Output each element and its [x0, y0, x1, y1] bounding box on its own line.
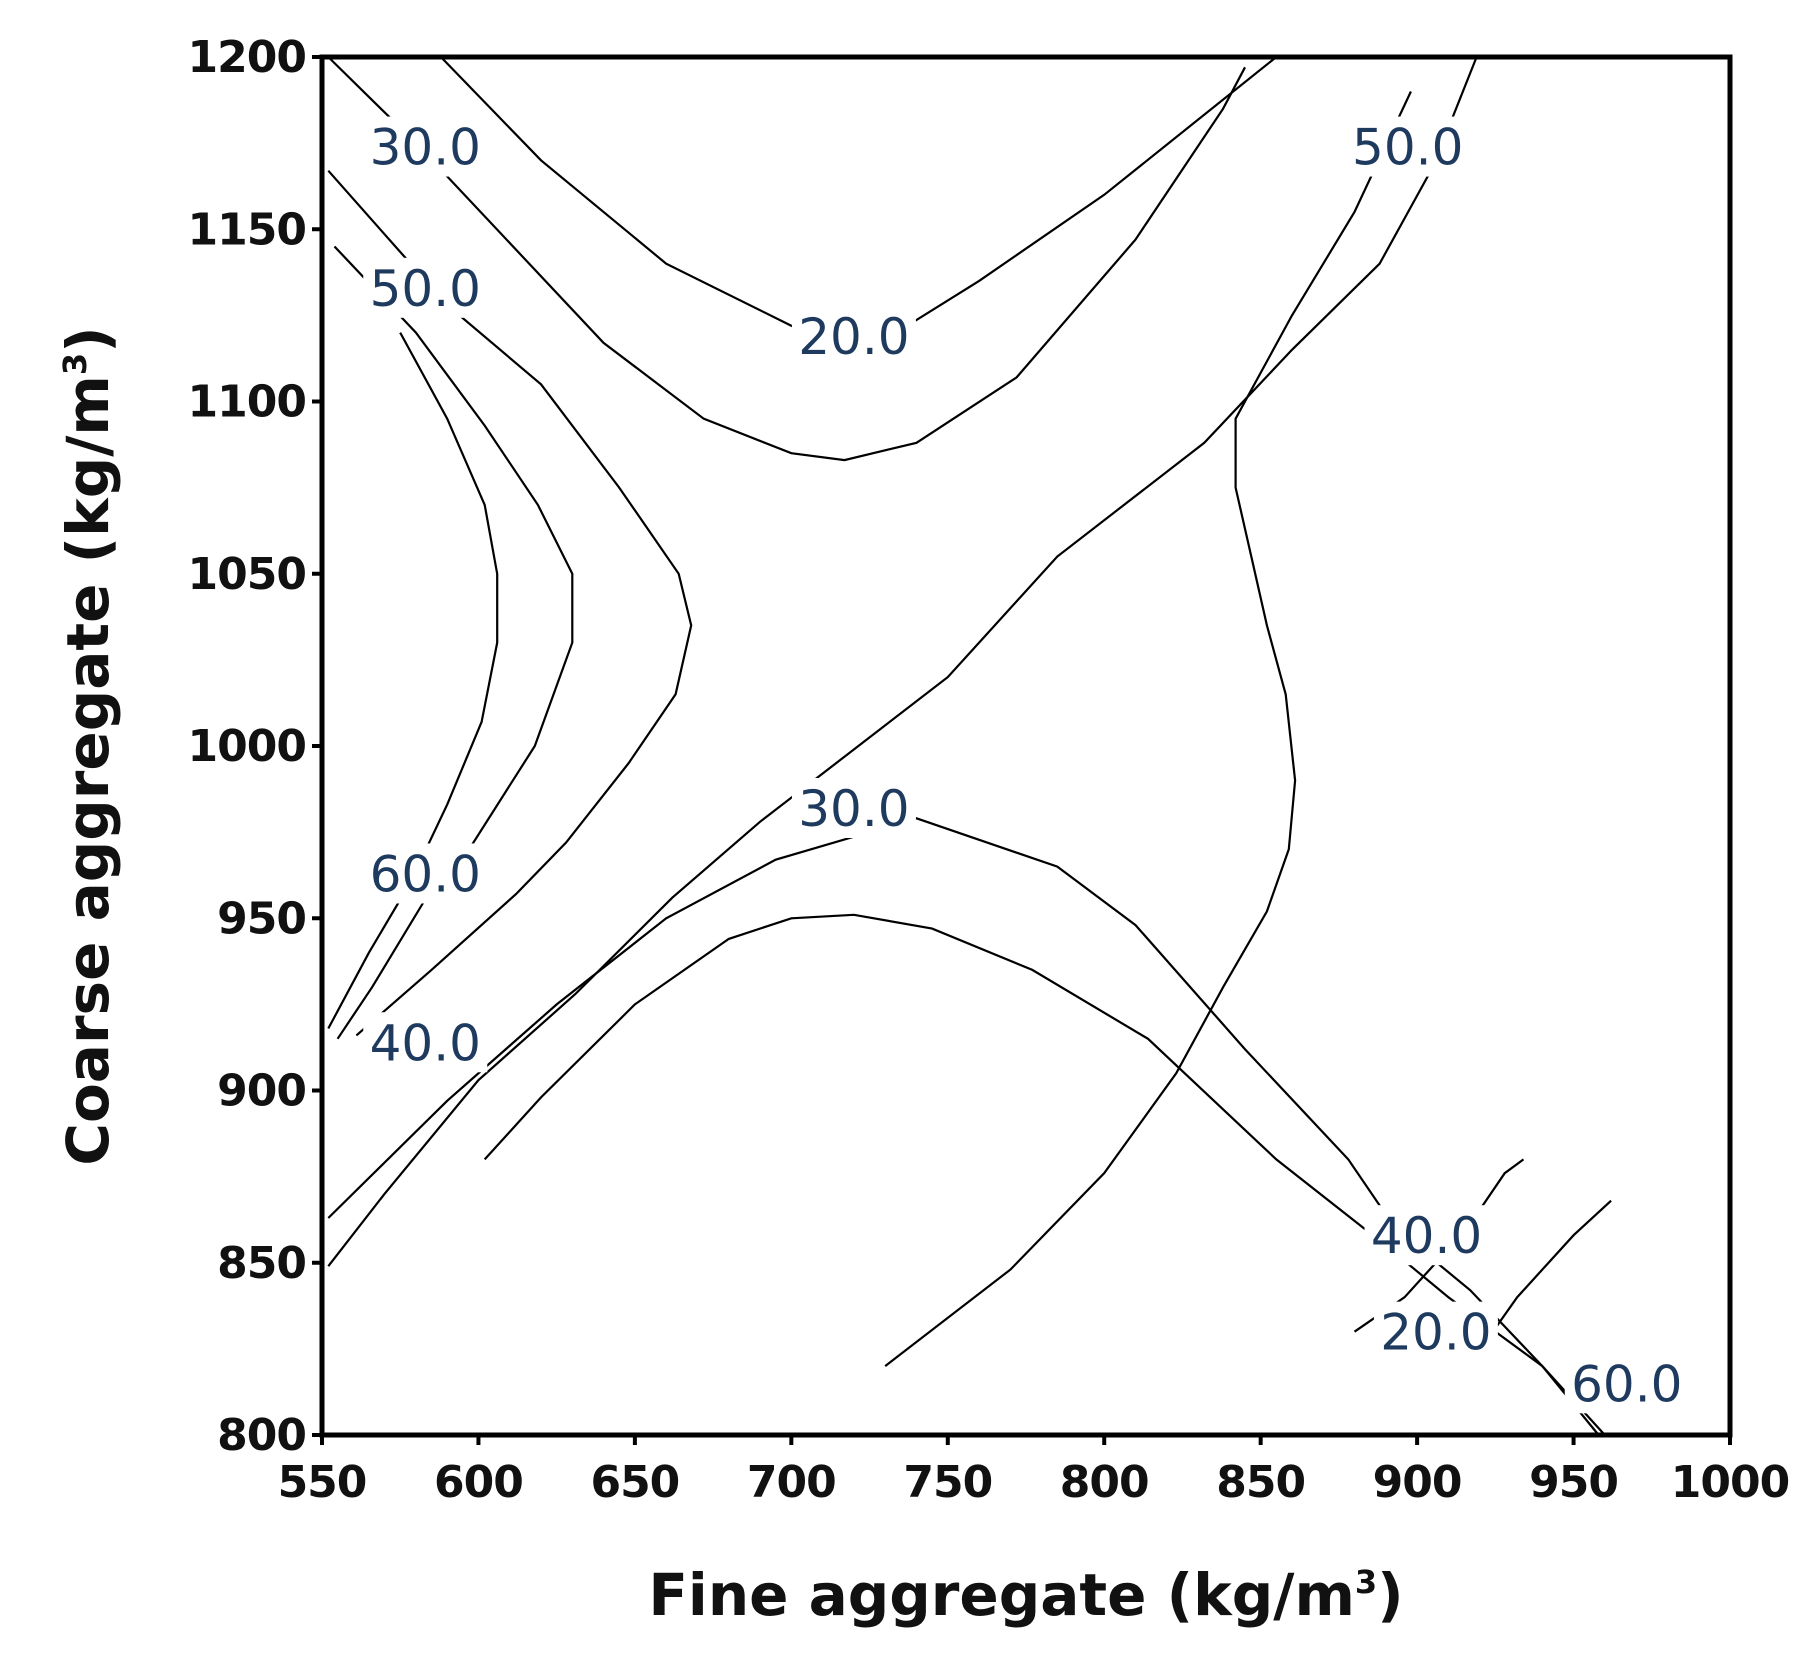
y-tick-label-1200: 1200: [188, 32, 306, 83]
x-tick-label-900: 900: [1373, 1457, 1462, 1508]
y-tick-label-900: 900: [217, 1066, 306, 1117]
contour-line-40-0-6: [327, 817, 1600, 1436]
contour-label-bg-3: [1345, 116, 1470, 177]
contour-label-bg-7: [1364, 1205, 1489, 1266]
contour-line-40-0-8: [884, 91, 1412, 1367]
contour-label-2: 20.0: [798, 308, 909, 366]
contour-line-60-0-7: [327, 56, 1478, 1267]
contour-line-30-0-5: [483, 913, 1606, 1436]
x-tick-label-850: 850: [1216, 1457, 1305, 1508]
x-axis-title: Fine aggregate (kg/m3): [648, 1561, 1403, 1629]
x-axis: 550 600 650 700 750 800 850 900 950 1000: [278, 1435, 1790, 1508]
contour-label-6: 40.0: [370, 1014, 481, 1072]
y-tick-label-1150: 1150: [188, 204, 306, 255]
y-tick-label-1050: 1050: [188, 549, 306, 600]
contour-label-bg-5: [363, 843, 488, 904]
contour-line-50-0-2: [327, 169, 693, 1037]
x-tick-label-600: 600: [434, 1457, 523, 1508]
contour-labels-group: 30.0 50.0 20.0 50.0 30.0 60.0 40.0 40.0 20.0 60.0: [363, 116, 1689, 1414]
contour-label-bg-2: [791, 306, 916, 367]
contour-label-bg-8: [1373, 1301, 1498, 1362]
y-tick-label-850: 850: [217, 1238, 306, 1289]
y-tick-label-1000: 1000: [188, 721, 306, 772]
contour-line-70-0-4: [327, 332, 499, 1030]
contour-label-bg-6: [363, 1012, 488, 1073]
contour-line-30-0-1: [327, 56, 1246, 462]
contour-label-bg-1: [363, 257, 488, 318]
y-axis-title: Coarse aggregate (kg/m3): [54, 326, 122, 1165]
y-tick-label-800: 800: [217, 1410, 306, 1461]
x-tick-label-950: 950: [1529, 1457, 1618, 1508]
contour-label-0: 30.0: [370, 119, 481, 177]
contour-line-60-0-3: [333, 245, 574, 1040]
contour-label-4: 30.0: [798, 780, 909, 838]
x-tick-label-650: 650: [590, 1457, 679, 1508]
y-axis: 800 850 900 950 1000 1050 1100 1150 1200: [188, 32, 322, 1461]
contour-label-9: 60.0: [1571, 1355, 1682, 1413]
contour-label-8: 20.0: [1380, 1304, 1491, 1362]
contour-label-1: 50.0: [370, 260, 481, 318]
contour-label-bg-0: [363, 116, 488, 177]
x-tick-label-700: 700: [747, 1457, 836, 1508]
y-tick-label-950: 950: [217, 893, 306, 944]
contour-label-3: 50.0: [1352, 119, 1463, 177]
contour-label-bg-4: [791, 778, 916, 839]
contour-label-7: 40.0: [1371, 1207, 1482, 1265]
x-tick-label-1000: 1000: [1671, 1457, 1789, 1508]
x-tick-label-550: 550: [278, 1457, 367, 1508]
x-tick-label-800: 800: [1060, 1457, 1149, 1508]
y-tick-label-1100: 1100: [188, 377, 306, 428]
contour-label-5: 60.0: [370, 845, 481, 903]
plot-area: [319, 54, 1733, 1438]
contour-label-bg-9: [1564, 1353, 1689, 1414]
x-tick-label-750: 750: [903, 1457, 992, 1508]
